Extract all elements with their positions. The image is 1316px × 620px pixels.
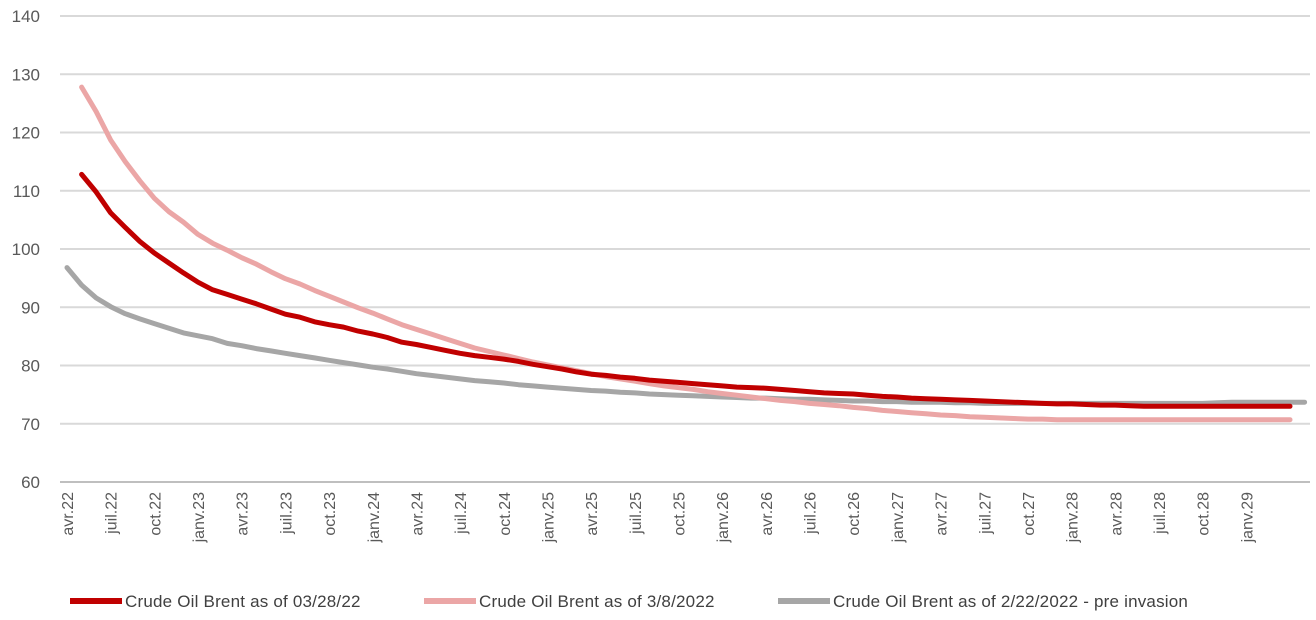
x-tick-label: avr.25 [584, 492, 601, 536]
x-tick-label: avr.27 [934, 492, 951, 536]
y-tick-label: 140 [12, 7, 40, 26]
x-tick-label: avr.26 [759, 492, 776, 536]
x-tick-label: avr.23 [235, 492, 252, 536]
x-tick-label: janv.23 [191, 492, 208, 544]
x-tick-label: janv.24 [366, 492, 383, 544]
x-tick-label: juil.22 [104, 492, 121, 535]
x-tick-label: janv.28 [1065, 492, 1082, 544]
y-tick-label: 60 [21, 473, 40, 492]
x-tick-label: janv.29 [1239, 492, 1256, 544]
x-tick-label: janv.25 [540, 492, 557, 544]
x-tick-label: oct.26 [846, 492, 863, 536]
x-tick-label: oct.25 [672, 492, 689, 536]
legend-label: Crude Oil Brent as of 3/8/2022 [479, 592, 715, 611]
x-tick-label: avr.24 [409, 492, 426, 536]
y-tick-label: 120 [12, 124, 40, 143]
x-tick-label: juil.26 [803, 492, 820, 535]
x-tick-label: janv.27 [890, 492, 907, 544]
x-axis-tick-labels: avr.22 juil.22 oct.22 janv.23 avr.23 juil.23 o… [60, 492, 1256, 544]
x-tick-label: oct.24 [497, 492, 514, 536]
x-tick-label: oct.23 [322, 492, 339, 536]
x-tick-label: oct.22 [147, 492, 164, 536]
x-tick-label: juil.27 [977, 492, 994, 535]
x-tick-label: juil.25 [628, 492, 645, 535]
x-tick-label: janv.26 [715, 492, 732, 544]
x-tick-label: avr.28 [1108, 492, 1125, 536]
y-tick-label: 80 [21, 357, 40, 376]
series-line-2 [79, 84, 1293, 423]
y-axis-tick-labels: 60 70 80 90 100 110 120 130 140 [12, 7, 40, 492]
legend-label: Crude Oil Brent as of 2/22/2022 - pre in… [833, 592, 1188, 611]
x-tick-label: oct.28 [1196, 492, 1213, 536]
x-tick-label: juil.28 [1152, 492, 1169, 535]
y-tick-label: 70 [21, 415, 40, 434]
gridlines [60, 15, 1310, 483]
x-tick-label: avr.22 [60, 492, 77, 536]
x-tick-label: juil.23 [278, 492, 295, 535]
y-tick-label: 100 [12, 240, 40, 259]
y-tick-label: 130 [12, 65, 40, 84]
legend-label: Crude Oil Brent as of 03/28/22 [125, 592, 361, 611]
y-tick-label: 90 [21, 298, 40, 317]
y-tick-label: 110 [13, 182, 40, 201]
series-lines [64, 84, 1308, 423]
legend: Crude Oil Brent as of 03/28/22 Crude Oil … [70, 592, 1188, 611]
x-tick-label: oct.27 [1021, 492, 1038, 536]
series-line-1 [79, 171, 1293, 409]
x-tick-label: juil.24 [453, 492, 470, 535]
